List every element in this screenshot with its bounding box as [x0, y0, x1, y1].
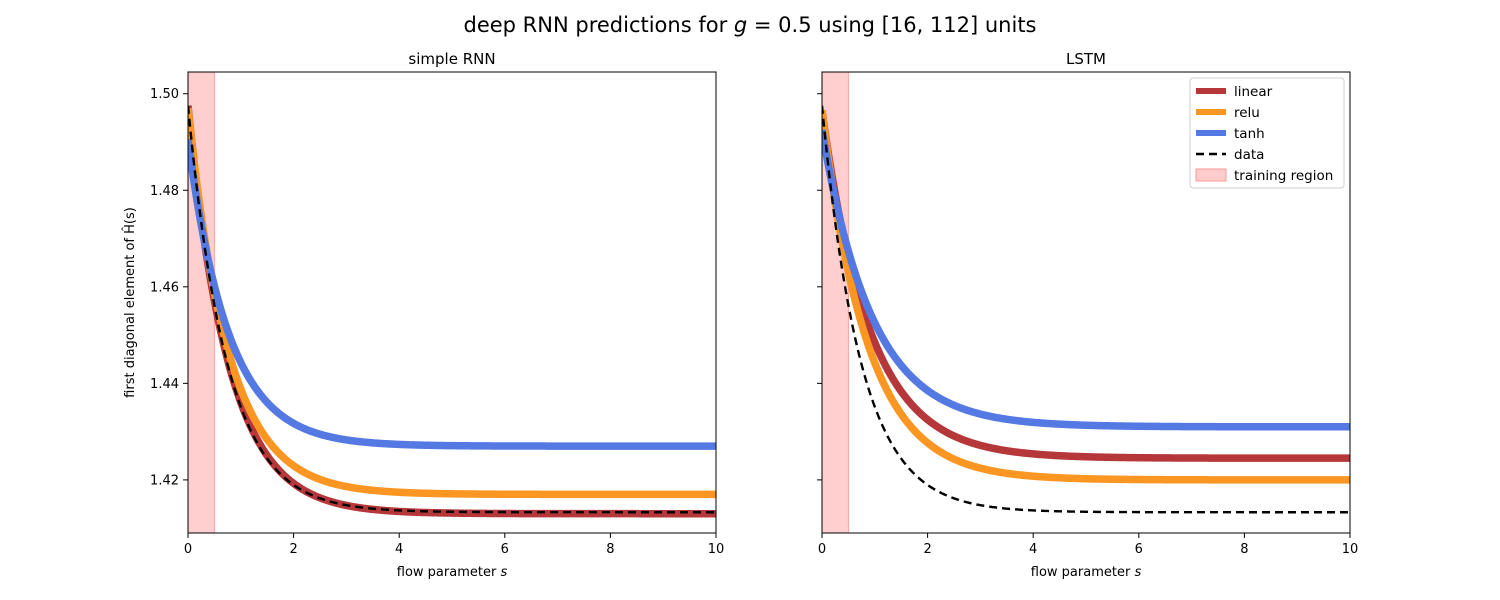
- series-line-relu: [822, 110, 1350, 484]
- axes-frame: [821, 71, 1351, 534]
- figure-title-math-var: g: [734, 13, 747, 37]
- legend-label-data: data: [1234, 147, 1264, 163]
- axes-frame: [187, 71, 717, 534]
- series-line-tanh: [822, 129, 1350, 431]
- legend-label-linear: linear: [1234, 84, 1273, 100]
- x-tick-label: 2: [289, 542, 297, 557]
- series-line-tanh: [188, 139, 716, 450]
- panel-title: simple RNN: [408, 50, 495, 68]
- y-tick-label: 1.42: [150, 473, 179, 488]
- x-tick-label: 0: [818, 542, 826, 557]
- x-tick-label: 4: [1029, 542, 1037, 557]
- lstm-panel: 0 2 4 6 8 10 LSTM flow parameter s linear relu tan…: [817, 50, 1358, 580]
- x-tick-label: 10: [708, 542, 725, 557]
- simple-rnn-panel: 0 2 4 6 8 10 1.42 1.44 1.46 1.48 1.50 simple RNN flo…: [122, 50, 724, 580]
- legend-label-tanh: tanh: [1234, 126, 1265, 142]
- figure-title: deep RNN predictions for g = 0.5 using […: [464, 13, 1037, 37]
- x-tick-label: 8: [1240, 542, 1248, 557]
- x-tick-label: 6: [1135, 542, 1143, 557]
- x-axis-label: flow parameter s: [1031, 565, 1142, 580]
- x-tick-label: 4: [395, 542, 403, 557]
- plot-area: [822, 72, 1350, 533]
- y-tick-label: 1.48: [150, 184, 179, 199]
- series-line-data: [822, 105, 1350, 514]
- series-line-linear: [822, 110, 1350, 462]
- plot-area: [188, 72, 716, 533]
- legend-label-training-region: training region: [1234, 168, 1333, 184]
- x-tick-label: 10: [1342, 542, 1359, 557]
- x-axis-label: flow parameter s: [397, 565, 508, 580]
- series-line-relu: [188, 107, 716, 499]
- panel-title: LSTM: [1066, 50, 1106, 68]
- y-axis-label: first diagonal element of Ĥ(s): [122, 207, 138, 398]
- legend-box: [1189, 77, 1345, 189]
- y-tick-label: 1.46: [150, 280, 179, 295]
- figure-title-math-rest: = 0.5: [747, 13, 811, 37]
- x-tick-label: 2: [923, 542, 931, 557]
- figure-title-prefix: deep RNN predictions for: [464, 13, 734, 37]
- figure-title-suffix: using [16, 112] units: [812, 13, 1037, 37]
- x-tick-label: 6: [501, 542, 509, 557]
- x-tick-label: 0: [184, 542, 192, 557]
- series-line-linear: [188, 105, 716, 518]
- legend: linear relu tanh data training region: [1189, 77, 1345, 189]
- legend-label-relu: relu: [1234, 105, 1260, 121]
- legend-swatch-training-region: [1195, 168, 1227, 182]
- series-line-data: [188, 105, 716, 514]
- y-tick-label: 1.44: [150, 377, 179, 392]
- y-tick-label: 1.50: [150, 87, 179, 102]
- x-tick-label: 8: [606, 542, 614, 557]
